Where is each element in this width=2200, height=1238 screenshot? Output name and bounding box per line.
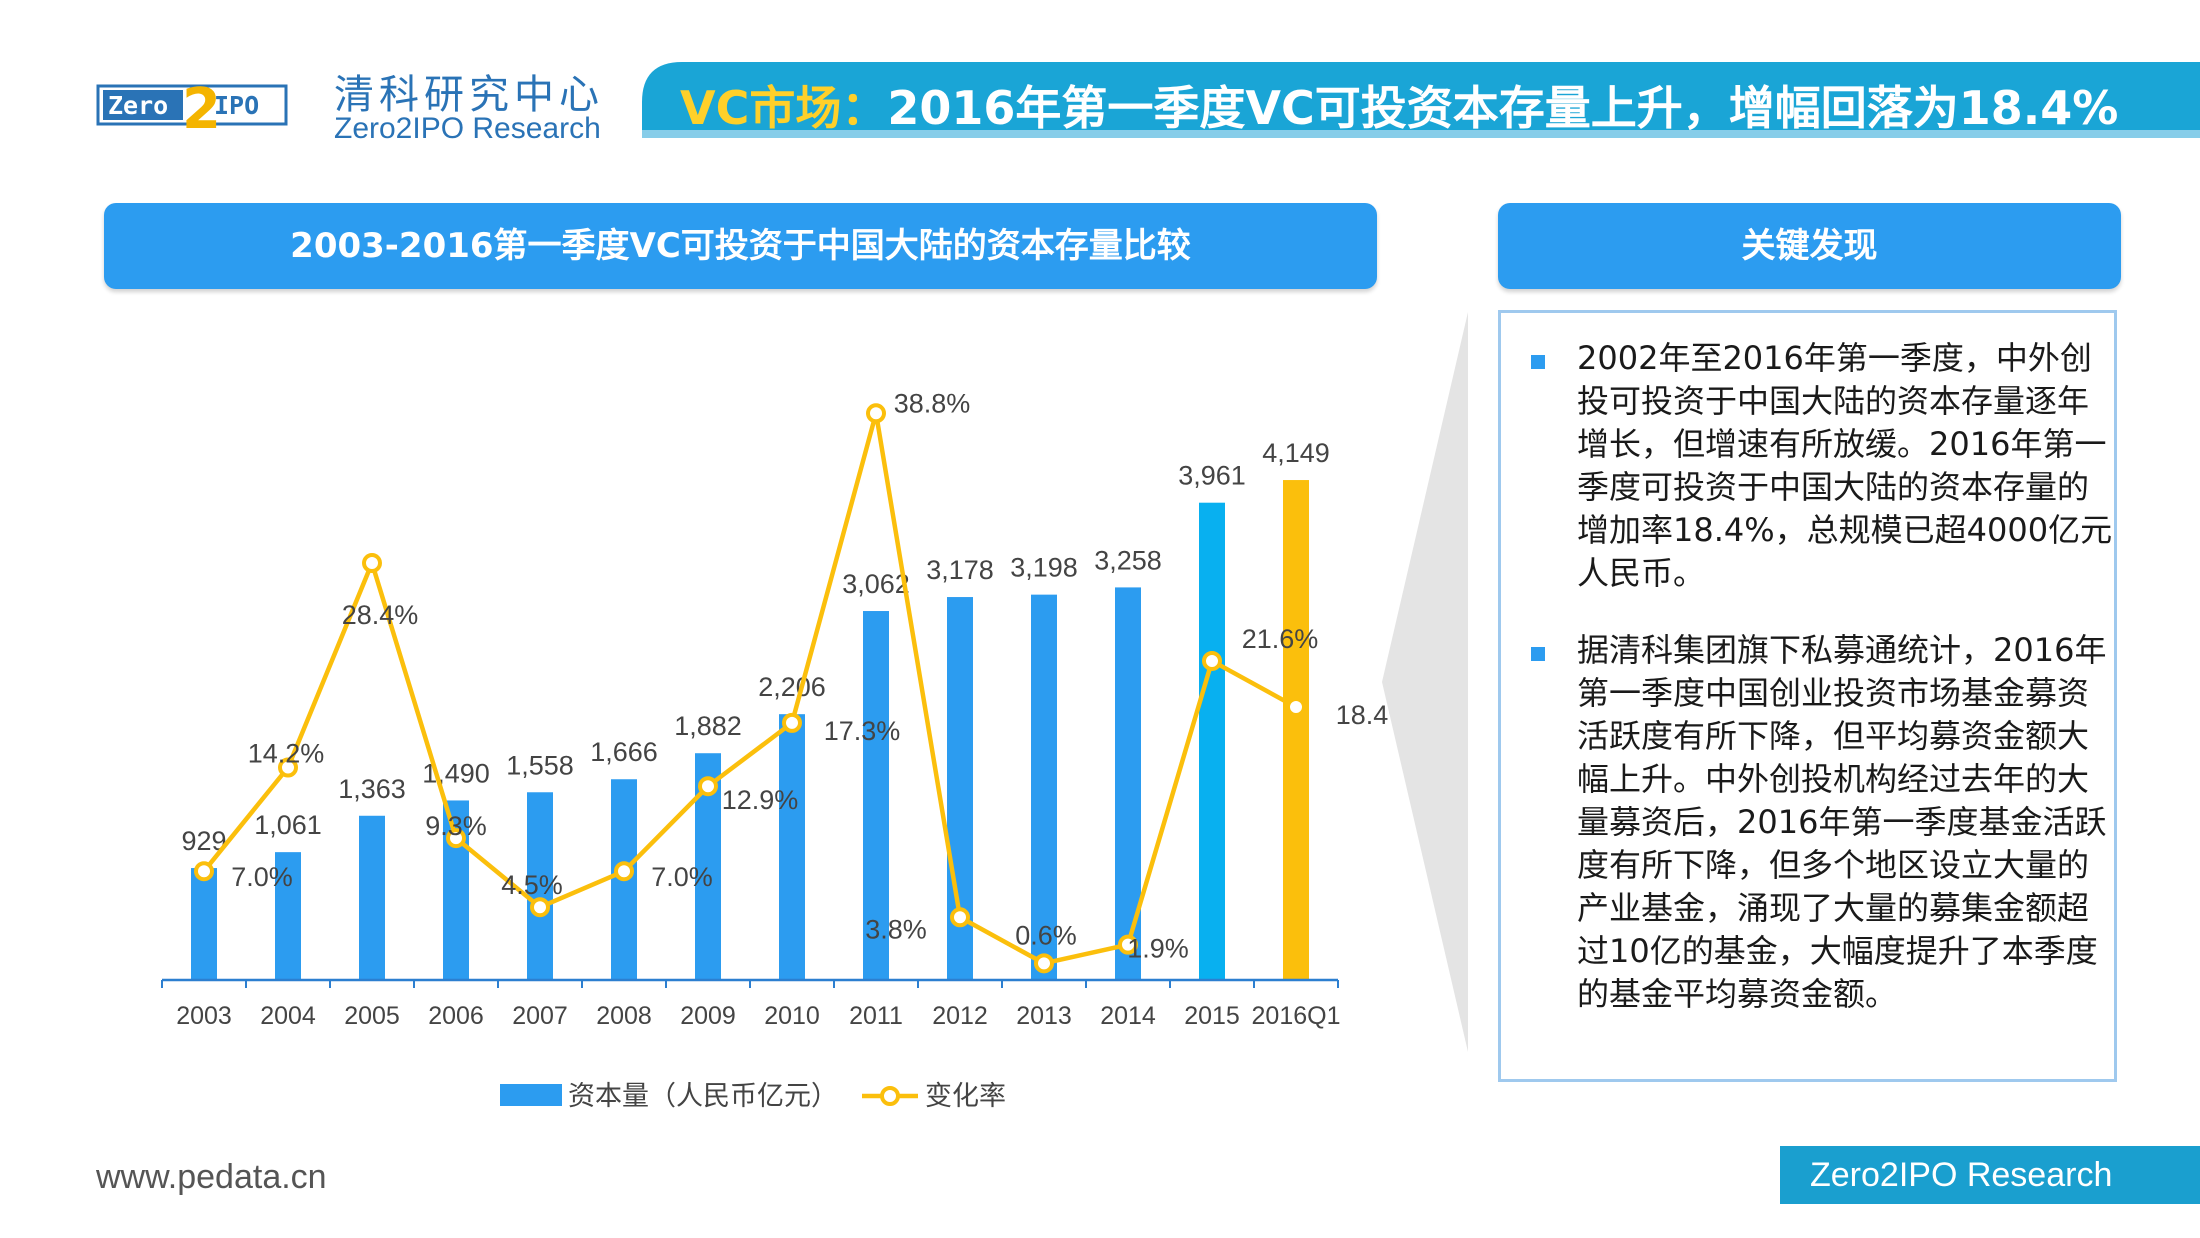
x-tick-label: 2013 xyxy=(1016,1002,1072,1030)
chart-legend: 资本量（人民币亿元） 变化率 xyxy=(500,1081,1006,1112)
rate-point-2012 xyxy=(950,907,970,928)
rate-label: 12.9% xyxy=(722,785,799,815)
finding-text: 2002年至2016年第一季度，中外创投可投资于中国大陆的资本存量逐年增长，但增… xyxy=(1577,339,2113,592)
rate-point-2004 xyxy=(278,757,298,778)
rate-point-2011 xyxy=(866,403,886,424)
x-axis: 2003 2004 2005 2006 2007 2008 2009 2010 2011 2012… xyxy=(161,978,1341,1030)
rate-label: 28.4% xyxy=(342,600,419,630)
bar-value-label: 1,363 xyxy=(338,774,406,804)
callout-wedge xyxy=(1382,312,1468,1052)
logo-text-right: IPO xyxy=(214,91,259,120)
rate-label: 3.8% xyxy=(865,914,927,944)
x-tick-label: 2003 xyxy=(176,1002,232,1030)
bar-value-label: 1,061 xyxy=(254,810,322,840)
legend-bar-label: 资本量（人民币亿元） xyxy=(568,1081,838,1112)
logo-text-left: Zero xyxy=(108,91,168,120)
rate-label: 4.5% xyxy=(501,870,563,900)
bar-value-label: 3,198 xyxy=(1010,553,1078,583)
x-tick-label: 2009 xyxy=(680,1002,736,1030)
bar-value-label: 3,062 xyxy=(842,569,910,599)
rate-label: 38.8% xyxy=(894,388,971,418)
bar-2007 xyxy=(527,792,553,980)
bar-value-label: 3,178 xyxy=(926,555,994,585)
rate-point-2008 xyxy=(614,861,634,882)
x-tick-label: 2005 xyxy=(344,1002,400,1030)
rate-label: 21.6% xyxy=(1242,624,1319,654)
title-highlight: VC市场： xyxy=(680,81,888,135)
rate-point-2013 xyxy=(1034,953,1054,974)
rate-point-2006 xyxy=(446,828,466,849)
bar-value-label: 4,149 xyxy=(1262,438,1330,468)
x-tick-label: 2007 xyxy=(512,1002,568,1030)
rate-label: 9.3% xyxy=(425,811,487,841)
x-tick-label: 2016Q1 xyxy=(1252,1002,1341,1030)
rate-point-2007 xyxy=(530,897,550,918)
rate-line xyxy=(202,411,1298,966)
bar-2015 xyxy=(1199,502,1225,980)
website-url[interactable]: www.pedata.cn xyxy=(96,1158,327,1196)
rate-point-2016Q1 xyxy=(1286,697,1306,718)
rate-label: 1.9% xyxy=(1127,934,1189,964)
title-rest: 2016年第一季度VC可投资本存量上升，增幅回落为18.4% xyxy=(887,81,2119,135)
page-title: VC市场：2016年第一季度VC可投资本存量上升，增幅回落为18.4% xyxy=(680,70,2118,146)
findings-box: 2002年至2016年第一季度，中外创投可投资于中国大陆的资本存量逐年增长，但增… xyxy=(1498,310,2117,1082)
x-tick-label: 2012 xyxy=(932,1002,988,1030)
brand-name-en: Zero2IPO Research xyxy=(334,112,601,145)
rate-point-2003 xyxy=(194,861,214,882)
x-tick-label: 2004 xyxy=(260,1002,316,1030)
bar-2004 xyxy=(275,852,301,980)
x-tick-label: 2014 xyxy=(1100,1002,1156,1030)
bar-value-label: 1,882 xyxy=(674,711,742,741)
finding-text: 据清科集团旗下私募通统计，2016年第一季度中国创业投资市场基金募资活跃度有所下… xyxy=(1577,631,2107,1013)
rate-point-2009 xyxy=(698,776,718,797)
zero2ipo-logo: Zero IPO 2 xyxy=(96,80,288,134)
title-banner xyxy=(642,62,2200,138)
bar-2011 xyxy=(863,611,889,980)
legend-line-label: 变化率 xyxy=(925,1081,1006,1112)
bar-2010 xyxy=(779,714,805,980)
bar-value-label: 3,258 xyxy=(1094,545,1162,575)
x-tick-label: 2008 xyxy=(596,1002,652,1030)
rate-point-2005 xyxy=(362,553,382,574)
rate-label: 7.0% xyxy=(651,862,713,892)
findings-heading: 关键发现 xyxy=(1498,203,2121,289)
brand-name-cn: 清科研究中心 xyxy=(334,72,604,118)
rate-label: 17.3% xyxy=(824,716,901,746)
logo-digit: 2 xyxy=(182,80,221,134)
legend-bar-swatch xyxy=(500,1084,562,1106)
bar-2005 xyxy=(359,815,385,980)
rate-point-2015 xyxy=(1202,650,1222,671)
chart-section-heading: 2003-2016第一季度VC可投资于中国大陆的资本存量比较 xyxy=(104,203,1377,289)
bar-value-label: 1,558 xyxy=(506,750,574,780)
x-tick-label: 2010 xyxy=(764,1002,820,1030)
bar-2016Q1 xyxy=(1283,480,1309,980)
x-tick-label: 2006 xyxy=(428,1002,484,1030)
bullet-icon xyxy=(1531,355,1545,369)
rate-line-layer: 7.0% 14.2% 28.4% 9.3% 4.5% 7.0% 12.9% 17.3% 38.8… xyxy=(194,388,1412,974)
bar-2003 xyxy=(191,868,217,980)
rate-point-2010 xyxy=(782,712,802,733)
bullet-icon xyxy=(1531,647,1545,661)
x-tick-label: 2015 xyxy=(1184,1002,1240,1030)
bar-value-label: 1,666 xyxy=(590,737,658,767)
bar-2013 xyxy=(1031,594,1057,980)
rate-label: 14.2% xyxy=(248,739,325,769)
rate-point-2014 xyxy=(1118,934,1138,955)
rate-label: 0.6% xyxy=(1015,920,1077,950)
bar-value-label: 2,206 xyxy=(758,672,826,702)
bar-value-label: 3,961 xyxy=(1178,461,1246,491)
rate-label: 7.0% xyxy=(231,862,293,892)
bars-layer xyxy=(191,480,1309,980)
footer-brand: Zero2IPO Research xyxy=(1780,1146,2200,1204)
legend-line-marker xyxy=(880,1086,900,1106)
x-tick-label: 2011 xyxy=(849,1002,903,1030)
